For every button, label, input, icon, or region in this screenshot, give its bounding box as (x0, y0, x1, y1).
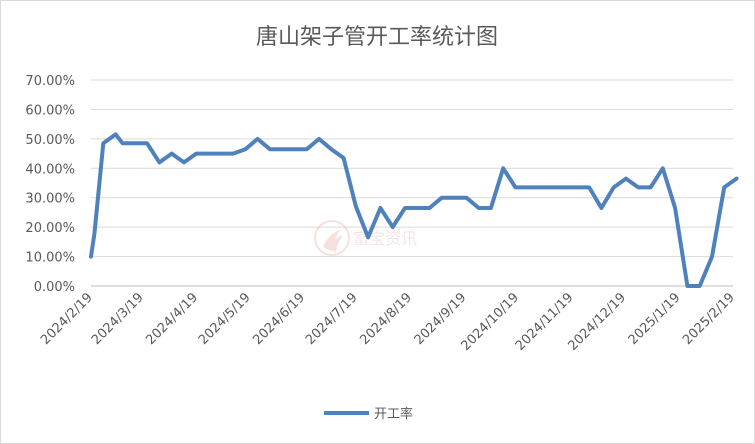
data-point (366, 235, 370, 239)
data-point (293, 147, 296, 151)
data-point (305, 147, 309, 151)
data-point (256, 137, 260, 141)
data-point (114, 132, 118, 136)
data-point (329, 147, 333, 151)
gridlines (91, 79, 733, 287)
data-point (121, 141, 125, 145)
data-point (194, 152, 198, 156)
y-tick-label: 60.00% (25, 103, 75, 118)
y-tick-label: 50.00% (25, 133, 75, 148)
data-point (207, 152, 210, 156)
data-point (452, 196, 456, 200)
data-series (89, 132, 739, 288)
series-line (89, 132, 739, 288)
data-point (501, 166, 505, 170)
data-point (280, 147, 284, 151)
data-point (550, 185, 554, 189)
data-point (514, 185, 517, 189)
y-tick-label: 70.00% (25, 74, 75, 89)
data-point (649, 185, 653, 189)
data-point (477, 206, 481, 210)
data-point (342, 156, 346, 160)
y-axis-tick-labels: 0.00% 10.00% 20.00% 30.00% 40.00% 50.00% 60.00… (25, 74, 75, 295)
legend-label: 开工率 (374, 406, 413, 422)
data-point (538, 185, 542, 189)
data-point (698, 284, 702, 288)
data-point (587, 185, 591, 189)
data-point (354, 205, 358, 208)
data-point (710, 255, 714, 259)
data-point (735, 177, 738, 181)
data-point (219, 152, 223, 156)
data-point (391, 225, 395, 229)
y-tick-label: 10.00% (25, 251, 75, 266)
data-point (685, 284, 689, 288)
data-point (636, 185, 640, 189)
data-point (93, 231, 96, 235)
data-point (563, 185, 567, 189)
data-point (575, 185, 579, 189)
data-point (428, 206, 431, 210)
data-point (101, 141, 105, 145)
x-tick-label: 2025/2/19 (680, 290, 738, 348)
data-point (440, 196, 444, 200)
data-point (624, 177, 628, 181)
data-point (464, 196, 468, 200)
x-tick-label: 2024/3/19 (89, 290, 147, 348)
x-tick-label: 2024/5/19 (196, 290, 254, 348)
x-tick-label: 2024/8/19 (357, 290, 415, 348)
watermark-logo: 富宝资讯 (314, 220, 417, 256)
data-point (722, 185, 726, 189)
data-point (489, 206, 493, 210)
data-point (170, 152, 174, 156)
data-point (661, 166, 665, 170)
data-point (157, 160, 161, 164)
data-point (145, 141, 149, 145)
data-point (133, 141, 137, 145)
data-point (317, 137, 321, 141)
data-point (243, 147, 247, 151)
data-point (599, 206, 603, 210)
data-point (89, 255, 93, 259)
y-tick-label: 0.00% (34, 280, 75, 295)
x-tick-label: 2024/4/19 (143, 290, 201, 348)
x-axis-tick-labels: 2024/2/192024/3/192024/4/192024/5/192024… (38, 290, 738, 354)
watermark-text: 富宝资讯 (353, 229, 417, 248)
x-tick-label: 2024/9/19 (412, 290, 470, 348)
data-point (403, 206, 407, 210)
y-tick-label: 30.00% (25, 192, 75, 207)
x-tick-label: 2024/7/19 (303, 290, 361, 348)
data-point (526, 185, 530, 189)
data-point (231, 152, 235, 156)
data-point (612, 185, 616, 189)
data-point (378, 206, 382, 210)
y-tick-label: 20.00% (25, 221, 75, 236)
chart-title: 唐山架子管开工率统计图 (256, 25, 498, 50)
data-point (415, 206, 419, 210)
x-tick-label: 2025/1/19 (626, 290, 684, 348)
legend: 开工率 (324, 406, 413, 422)
data-point (673, 206, 677, 210)
data-point (268, 147, 272, 151)
x-tick-label: 2024/6/19 (250, 290, 308, 348)
y-tick-label: 40.00% (25, 162, 75, 177)
data-point (182, 160, 186, 164)
x-tick-label: 2024/2/19 (38, 290, 96, 348)
